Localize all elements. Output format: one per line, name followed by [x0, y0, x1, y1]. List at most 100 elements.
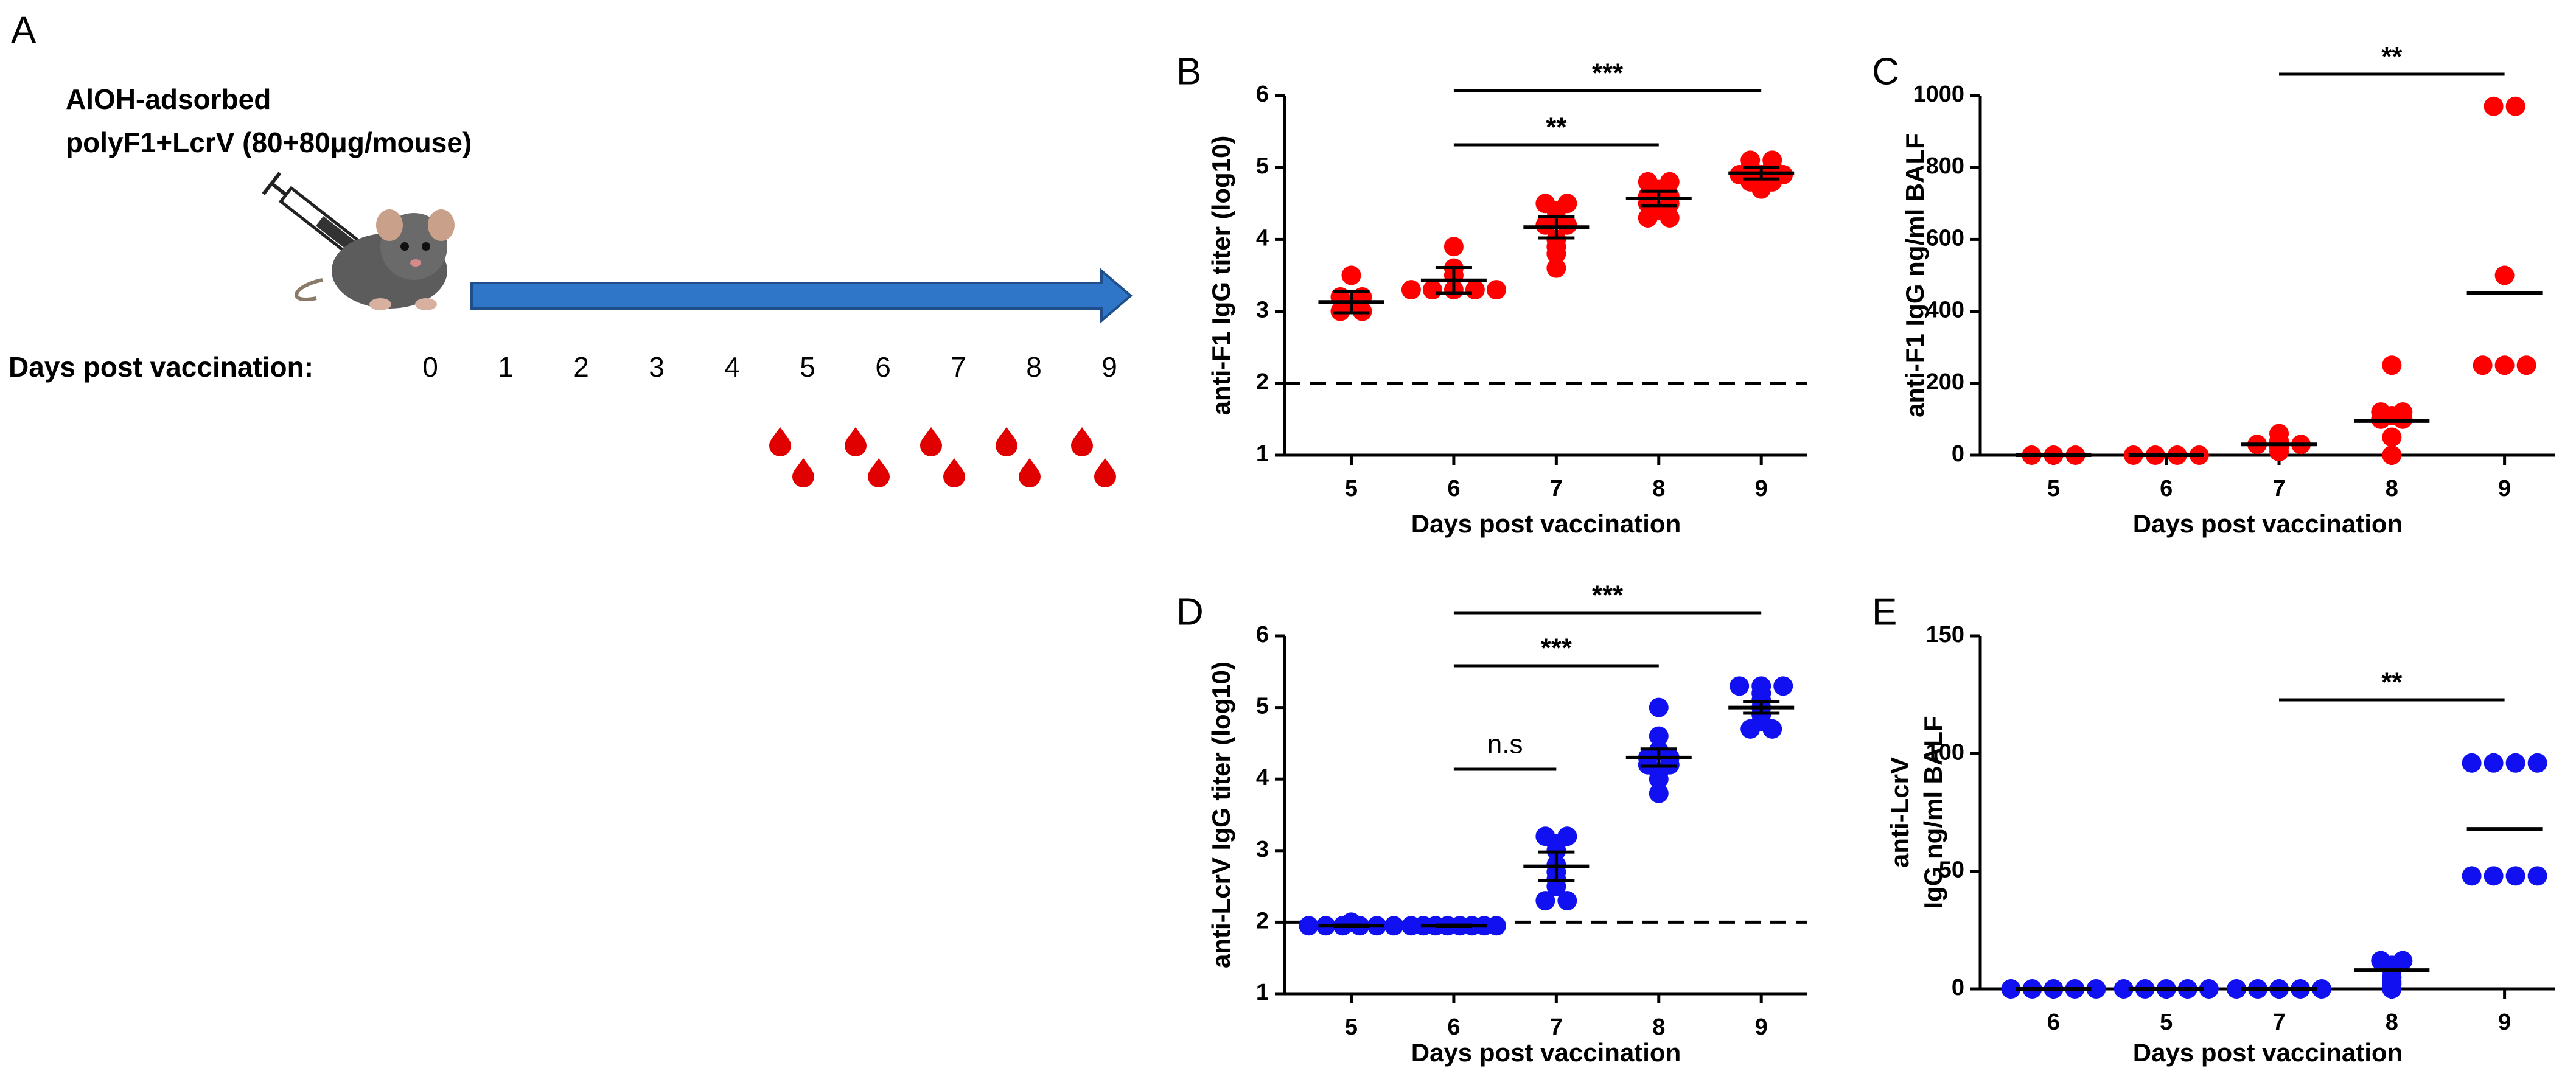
panel-letter: E [1872, 591, 1897, 633]
x-tick-label: 5 [1345, 1014, 1358, 1040]
blood-drops [769, 427, 1116, 487]
x-tick-label: 7 [2272, 1010, 2285, 1035]
y-tick-label: 2 [1256, 369, 1269, 395]
data-point [1557, 891, 1577, 911]
data-point [1535, 891, 1555, 911]
x-tick-label: 9 [1755, 1014, 1768, 1040]
panel-letter: C [1872, 51, 1899, 92]
data-point [2484, 753, 2504, 773]
data-point [1751, 179, 1771, 199]
data-point [2505, 753, 2525, 773]
y-tick-label: 3 [1256, 298, 1269, 323]
day-number: 4 [724, 351, 740, 383]
data-point [1660, 208, 1680, 228]
day-number: 0 [422, 351, 438, 383]
day-number: 1 [498, 351, 514, 383]
data-point [2494, 265, 2515, 285]
vaccine-title: AlOH-adsorbed [66, 83, 271, 115]
y-axis-label: anti-LcrV [1885, 757, 1914, 868]
data-point [2001, 979, 2021, 999]
data-point [1730, 676, 1750, 696]
significance-label: ** [2381, 42, 2403, 72]
data-point [2462, 753, 2482, 773]
data-point [2227, 979, 2247, 999]
day-number: 6 [875, 351, 891, 383]
data-point [2086, 979, 2106, 999]
y-tick-label: 800 [1926, 153, 1964, 179]
x-axis-label: Days post vaccination [2133, 1038, 2403, 1067]
data-point [2516, 355, 2536, 375]
significance-label: *** [1592, 581, 1624, 610]
data-point [2484, 96, 2504, 116]
x-tick-label: 5 [2160, 1010, 2173, 1035]
data-point [1740, 719, 1761, 739]
x-tick-label: 9 [2498, 1010, 2511, 1035]
data-point [2312, 979, 2332, 999]
x-tick-label: 6 [1447, 1014, 1460, 1040]
data-point [1638, 208, 1658, 228]
data-point [2382, 445, 2402, 465]
data-point [2505, 96, 2525, 116]
x-tick-label: 7 [2272, 476, 2285, 501]
data-point [2462, 866, 2482, 886]
day-number: 8 [1026, 351, 1042, 383]
x-tick-label: 8 [1652, 1014, 1665, 1040]
y-tick-label: 6 [1256, 622, 1269, 647]
data-point [2114, 979, 2134, 999]
data-point [1546, 258, 1566, 278]
y-tick-label: 0 [1952, 975, 1964, 1000]
data-point [1762, 719, 1782, 739]
chart-panel: D 1 2 3 4 5 6 anti-LcrV IgG titer (log10) Days p… [1176, 581, 1807, 1067]
data-point [1649, 697, 1669, 717]
x-tick-label: 7 [1550, 1014, 1563, 1040]
day-number: 5 [800, 351, 815, 383]
y-tick-label: 100 [1926, 739, 1964, 765]
y-tick-label: 200 [1926, 369, 1964, 395]
data-point [1465, 280, 1485, 300]
x-tick-label: 9 [1755, 476, 1768, 501]
data-point [1557, 215, 1577, 235]
chart-panel: C 0 200 400 600 800 1000 anti-F1 IgG ng/ml BALF… [1872, 42, 2555, 538]
significance-label: ** [2381, 668, 2403, 697]
x-tick-label: 5 [2047, 476, 2060, 501]
x-tick-label: 8 [2386, 476, 2398, 501]
data-point [2473, 355, 2493, 375]
data-point [2494, 355, 2515, 375]
y-tick-label: 50 [1939, 857, 1964, 883]
y-tick-label: 4 [1256, 765, 1269, 791]
data-point [2527, 753, 2547, 773]
chart-panel: B 1 2 3 4 5 6 anti-F1 IgG titer (log10) Days pos… [1176, 51, 1807, 538]
y-tick-label: 5 [1256, 153, 1269, 179]
data-point [2382, 427, 2402, 447]
data-point [1401, 280, 1421, 300]
significance-label: ** [1546, 113, 1567, 142]
panel-letter: D [1176, 591, 1204, 633]
data-point [1649, 726, 1669, 746]
x-axis-label: Days post vaccination [2133, 509, 2403, 538]
x-tick-label: 8 [1652, 476, 1665, 501]
data-point [2527, 866, 2547, 886]
day-number: 9 [1101, 351, 1117, 383]
day-numbers: 0 1 2 3 4 5 6 7 8 9 [422, 351, 1117, 383]
y-tick-label: 1000 [1913, 82, 1964, 107]
data-point [2199, 979, 2219, 999]
data-point [1486, 916, 1506, 936]
mouse-icon [295, 209, 455, 310]
data-point [2484, 866, 2504, 886]
y-tick-label: 5 [1256, 694, 1269, 719]
data-point [1422, 280, 1442, 300]
x-tick-label: 5 [1345, 476, 1358, 501]
data-point [1384, 916, 1404, 936]
x-axis-label: Days post vaccination [1411, 509, 1681, 538]
y-tick-label: 6 [1256, 82, 1269, 107]
data-point [2382, 979, 2402, 999]
y-tick-label: 600 [1926, 225, 1964, 251]
data-point [1546, 244, 1566, 264]
data-point [1486, 280, 1506, 300]
timeline-arrow [470, 268, 1133, 324]
x-tick-label: 8 [2386, 1010, 2398, 1035]
data-point [1773, 676, 1793, 696]
x-tick-label: 6 [2160, 476, 2173, 501]
